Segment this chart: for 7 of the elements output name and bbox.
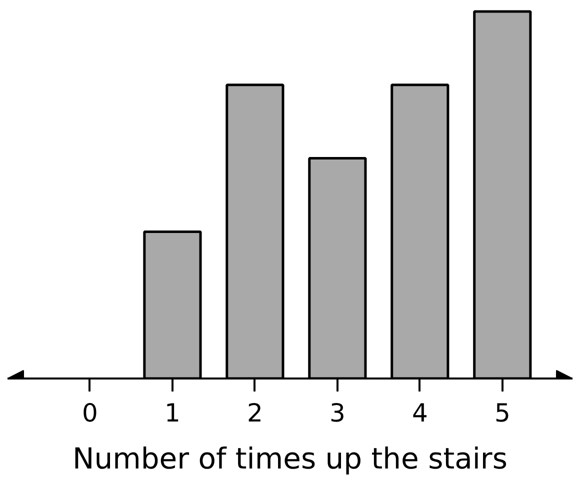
- x-tick-label: 3: [329, 398, 346, 428]
- x-axis-title: Number of times up the stairs: [72, 442, 508, 476]
- x-tick-label: 5: [494, 398, 510, 428]
- x-tick-label: 4: [412, 398, 428, 428]
- x-tick-label: 2: [246, 398, 263, 428]
- x-tick-label: 0: [82, 398, 98, 428]
- x-tick-label: 1: [164, 398, 180, 428]
